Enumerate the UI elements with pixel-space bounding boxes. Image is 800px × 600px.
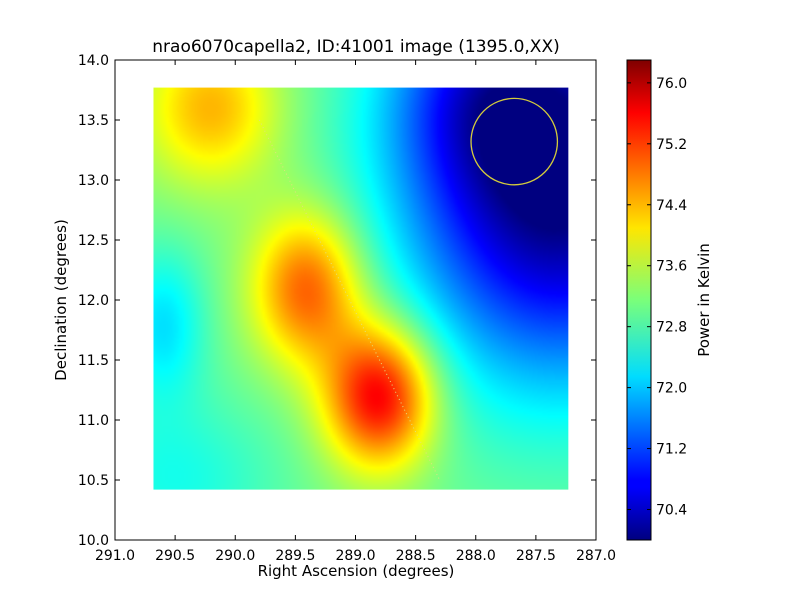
x-tick-label: 288.0: [456, 548, 496, 564]
overlay-layer: [258, 97, 559, 481]
colorbar-tick-label: 73.6: [656, 259, 687, 275]
y-tick-label: 12.0: [78, 293, 109, 309]
x-tick-label: 287.0: [576, 548, 616, 564]
colorbar-tick-label: 72.0: [656, 381, 687, 397]
y-tick-label: 13.5: [78, 113, 109, 129]
chart-title: nrao6070capella2, ID:41001 image (1395.0…: [152, 37, 559, 57]
beam-circle: [470, 97, 559, 186]
x-tick-label: 291.0: [95, 548, 135, 564]
colorbar-tick-label: 72.8: [656, 320, 687, 336]
colorbar-tick-label: 75.2: [656, 137, 687, 153]
y-axis: 10.0 10.5 11.0 11.5 12.0 12.5 13.0 13.5 14.0: [78, 53, 596, 549]
y-tick-label: 12.5: [78, 233, 109, 249]
y-tick-label: 11.5: [78, 353, 109, 369]
colorbar-frame: [626, 59, 652, 541]
x-axis-label: Right Ascension (degrees): [258, 562, 455, 580]
colorbar-tick-label: 70.4: [656, 503, 687, 519]
colorbar-label: Power in Kelvin: [695, 243, 713, 357]
y-tick-label: 10.5: [78, 473, 109, 489]
y-tick-label: 11.0: [78, 413, 109, 429]
x-tick-label: 289.5: [275, 548, 315, 564]
y-tick-label: 10.0: [78, 533, 109, 549]
y-tick-label: 13.0: [78, 173, 109, 189]
colorbar-tick-label: 71.2: [656, 442, 687, 458]
colorbar-ticks: 70.4 71.2 72.0 72.8 73.6 74.4 75.2 76.0: [627, 76, 687, 519]
plot-area: [114, 59, 597, 541]
x-tick-label: 290.0: [215, 548, 255, 564]
heatmap-image: [153, 87, 569, 490]
x-tick-label: 289.0: [335, 548, 375, 564]
x-tick-label: 288.5: [396, 548, 436, 564]
x-axis: 291.0 290.5 290.0 289.5 289.0 288.5 288.0 287.5…: [95, 60, 616, 564]
x-tick-label: 287.5: [516, 548, 556, 564]
y-axis-label: Declination (degrees): [52, 219, 70, 381]
x-tick-label: 290.5: [155, 548, 195, 564]
colorbar: 70.4 71.2 72.0 72.8 73.6 74.4 75.2 76.0 Power i…: [626, 59, 713, 541]
colorbar-gradient: [627, 60, 651, 540]
colorbar-tick-label: 76.0: [656, 76, 687, 92]
y-tick-label: 14.0: [78, 53, 109, 69]
colorbar-tick-label: 74.4: [656, 198, 687, 214]
